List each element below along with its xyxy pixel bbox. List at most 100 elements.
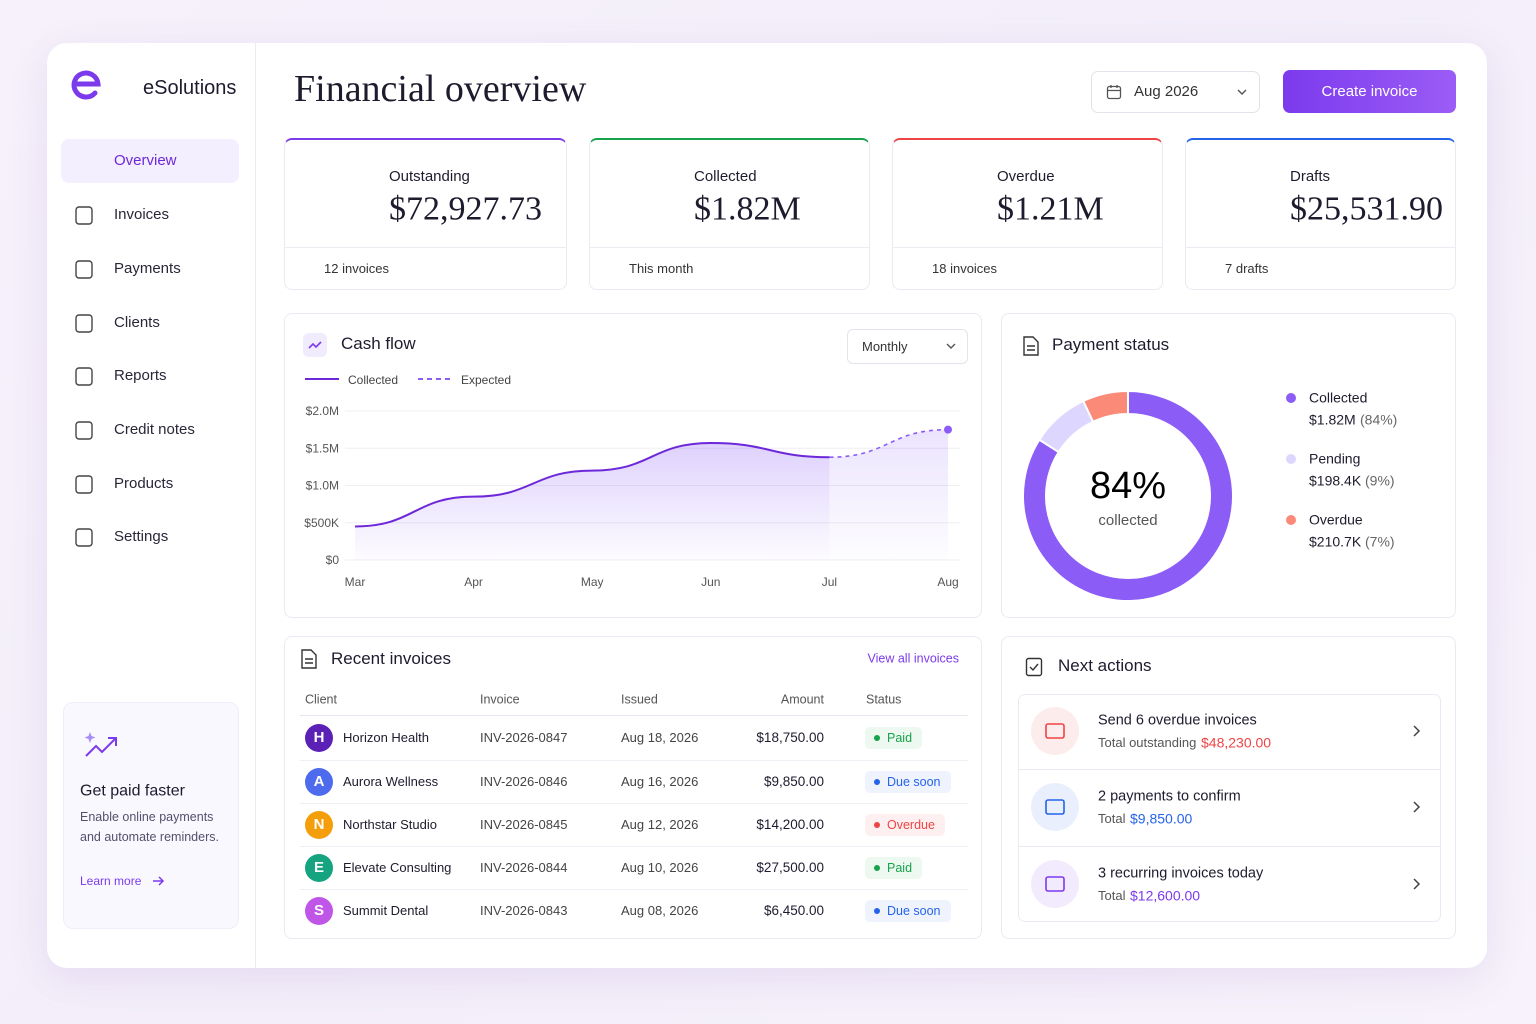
status-dot xyxy=(874,865,880,871)
action-amount: $12,600.00 xyxy=(1130,887,1201,904)
action-rule xyxy=(1018,846,1441,847)
nav-active-bg xyxy=(61,139,239,183)
kpi-value: $1.21M xyxy=(997,190,1104,228)
column-header: Issued xyxy=(621,692,658,707)
action-row[interactable] xyxy=(1018,770,1441,844)
nav-item[interactable]: Reports xyxy=(114,367,167,384)
chart-icon xyxy=(303,333,327,357)
kpi-label: Drafts xyxy=(1290,168,1331,185)
kpi-card xyxy=(1185,138,1456,290)
view-all-link[interactable]: View all invoices xyxy=(867,651,959,666)
client-name: Northstar Studio xyxy=(343,817,437,833)
promo-card xyxy=(63,702,239,929)
row-rule xyxy=(300,760,968,761)
avatar-initial: E xyxy=(313,859,325,876)
issued-date: Aug 08, 2026 xyxy=(621,903,699,919)
status-dot xyxy=(874,735,880,741)
kpi-value: $25,531.90 xyxy=(1290,190,1443,228)
status-dot xyxy=(874,908,880,914)
action-row[interactable] xyxy=(1018,694,1441,768)
logo xyxy=(71,70,101,100)
chevron-down xyxy=(946,343,956,349)
avatar xyxy=(305,854,333,882)
promo-icon xyxy=(84,732,117,757)
doc-icon xyxy=(301,649,317,669)
nav-item[interactable]: Invoices xyxy=(114,206,170,223)
issued-date: Aug 16, 2026 xyxy=(621,774,699,790)
sidebar-divider xyxy=(255,43,256,968)
period-select[interactable] xyxy=(1091,71,1260,113)
kpi-value: $1.82M xyxy=(694,190,801,228)
invoice-number: INV-2026-0845 xyxy=(480,817,568,833)
action-title: 3 recurring invoices today xyxy=(1098,865,1264,882)
issued-date: Aug 10, 2026 xyxy=(621,860,699,876)
period-label: Aug 2026 xyxy=(1134,83,1199,100)
kpi-note[interactable]: 7 drafts xyxy=(1225,261,1269,277)
column-header: Amount xyxy=(780,692,824,707)
status-dot xyxy=(874,779,880,785)
avatar-initial: N xyxy=(313,816,325,833)
invoices-panel xyxy=(284,636,982,939)
row-rule xyxy=(300,889,968,890)
invoice-number: INV-2026-0844 xyxy=(480,860,568,876)
nav-item[interactable]: Credit notes xyxy=(114,421,195,438)
invoice-number: INV-2026-0846 xyxy=(480,774,568,790)
kpi-note[interactable]: This month xyxy=(629,261,694,277)
legend-label: Pending xyxy=(1309,450,1361,467)
invoice-number: INV-2026-0847 xyxy=(480,730,568,746)
status-pill: Due soon xyxy=(865,900,951,922)
action-amount: $9,850.00 xyxy=(1130,810,1193,827)
legend-amount: $1.82M xyxy=(1309,411,1356,428)
column-header: Status xyxy=(866,692,902,707)
create-button[interactable]: Create invoice xyxy=(1283,70,1456,113)
page-title: Financial overview xyxy=(294,68,587,111)
nav-item[interactable]: Settings xyxy=(114,528,169,545)
row-rule xyxy=(300,803,968,804)
nav-item[interactable]: Products xyxy=(114,475,174,492)
legend-percent: (7%) xyxy=(1365,533,1395,550)
avatar-initial: A xyxy=(313,773,325,790)
arrow-icon xyxy=(153,876,165,886)
client-name: Summit Dental xyxy=(343,903,429,919)
column-header: Invoice xyxy=(480,692,520,707)
kpi-label: Outstanding xyxy=(389,168,470,185)
nav-item[interactable]: Clients xyxy=(114,314,160,331)
nav-item[interactable]: Payments xyxy=(114,260,181,277)
legend-percent: (9%) xyxy=(1365,472,1395,489)
kpi-card xyxy=(892,138,1163,290)
status-dot xyxy=(874,822,880,828)
kpi-value: $72,927.73 xyxy=(389,190,542,228)
legend-amount: $210.7K xyxy=(1309,533,1362,550)
status-panel xyxy=(1001,313,1456,618)
legend-amount: $198.4K xyxy=(1309,472,1362,489)
kpi-divider xyxy=(1185,247,1456,248)
kpi-note[interactable]: 12 invoices xyxy=(324,261,390,277)
row-rule xyxy=(300,846,968,847)
chevron-down xyxy=(1237,89,1247,95)
nav-item[interactable]: Overview xyxy=(114,152,177,169)
avatar xyxy=(305,768,333,796)
panel-title: Next actions xyxy=(1058,655,1152,675)
avatar xyxy=(305,724,333,752)
avatar-initial: H xyxy=(313,729,325,746)
action-amount: $48,230.00 xyxy=(1201,734,1272,751)
amount: $6,450.00 xyxy=(763,902,824,918)
legend-percent: (84%) xyxy=(1360,411,1398,428)
promo-title: Get paid faster xyxy=(80,782,185,800)
select-label[interactable]: Monthly xyxy=(862,339,908,355)
calendar-icon xyxy=(1106,85,1122,100)
panel-title: Payment status xyxy=(1052,334,1170,354)
promo-link[interactable]: Learn more xyxy=(80,873,142,888)
kpi-divider xyxy=(589,247,870,248)
action-label: Total xyxy=(1098,811,1126,827)
kpi-note[interactable]: 18 invoices xyxy=(932,261,998,277)
legend-label: Collected xyxy=(1309,389,1368,406)
action-label: Total xyxy=(1098,888,1126,904)
action-row[interactable] xyxy=(1018,847,1441,921)
invoice-number: INV-2026-0843 xyxy=(480,903,568,919)
status-pill: Paid xyxy=(865,857,923,879)
amount: $18,750.00 xyxy=(756,729,824,745)
kpi-label: Collected xyxy=(694,168,757,185)
monthly-select[interactable] xyxy=(847,329,968,364)
